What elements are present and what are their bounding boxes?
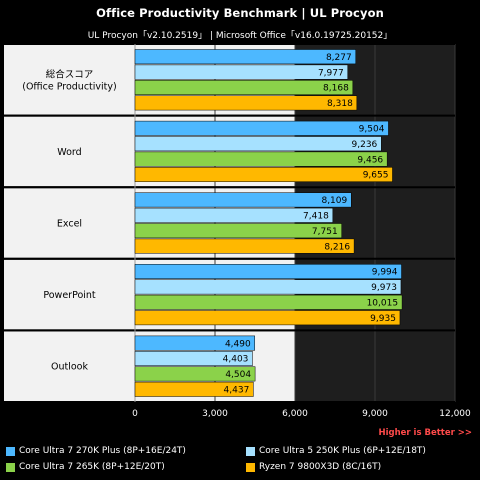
bar (134, 207, 334, 223)
data-label: 9,973 (371, 283, 397, 293)
bar (134, 80, 354, 95)
bar (134, 294, 403, 310)
data-label: 7,977 (318, 68, 344, 78)
legend-label: Core Ultra 5 250K Plus (6P+12E/18T) (259, 446, 426, 456)
data-label: 9,504 (359, 125, 385, 135)
data-label: 10,015 (367, 299, 399, 309)
category-label: PowerPoint (43, 290, 96, 301)
data-label: 7,418 (303, 212, 329, 222)
bar (134, 351, 253, 366)
bar (134, 64, 348, 80)
data-label: 9,456 (357, 155, 383, 165)
bar (134, 381, 254, 397)
bar (134, 151, 388, 167)
data-label: 9,935 (370, 314, 396, 324)
chart-subtitle: UL Procyon「v2.10.2519」 | Microsoft Offic… (87, 31, 393, 41)
bar (134, 264, 402, 279)
bar (134, 335, 255, 351)
data-label: 4,490 (225, 339, 251, 349)
x-tick-label: 6,000 (282, 409, 308, 419)
bar (134, 366, 256, 382)
data-label: 8,216 (324, 242, 350, 252)
bar (134, 310, 401, 326)
data-label: 9,994 (372, 268, 398, 278)
bar (134, 279, 402, 295)
category-panel (4, 331, 135, 401)
data-label: 4,437 (224, 386, 250, 396)
x-tick-label: 9,000 (362, 409, 388, 419)
category-panel (4, 188, 135, 258)
data-label: 4,403 (223, 355, 249, 365)
legend-item: Core Ultra 7 265K (8P+12E/20T) (6, 462, 165, 472)
legend-swatch (246, 446, 255, 456)
x-tick-label: 3,000 (202, 409, 228, 419)
legend-item: Core Ultra 5 250K Plus (6P+12E/18T) (246, 446, 426, 456)
category-label: Word (57, 147, 81, 158)
category-label: Outlook (51, 362, 88, 373)
data-label: 8,318 (327, 99, 353, 109)
data-label: 8,277 (326, 53, 352, 63)
data-label: 7,751 (312, 227, 338, 237)
bar (134, 223, 342, 239)
bar (134, 136, 382, 152)
data-label: 9,236 (352, 140, 378, 150)
legend-label: Core Ultra 7 265K (8P+12E/20T) (19, 462, 165, 472)
category-panel (4, 45, 135, 115)
legend-swatch (246, 462, 255, 472)
legend-item: Ryzen 7 9800X3D (8C/16T) (246, 462, 381, 472)
data-label: 8,109 (321, 196, 347, 206)
category-label: 総合スコア(Office Productivity) (22, 68, 116, 92)
legend-label: Ryzen 7 9800X3D (8C/16T) (259, 462, 382, 472)
x-tick-label: 0 (132, 409, 138, 419)
legend-item: Core Ultra 7 270K Plus (8P+16E/24T) (6, 446, 186, 456)
data-label: 9,655 (363, 171, 389, 181)
legend-swatch (6, 462, 15, 472)
data-label: 4,504 (225, 370, 251, 380)
chart-title: Office Productivity Benchmark | UL Procy… (96, 6, 384, 20)
bar (134, 238, 355, 254)
category-panel (4, 116, 135, 187)
data-label: 8,168 (323, 84, 349, 94)
x-tick-label: 12,000 (439, 409, 471, 419)
bar (134, 192, 352, 208)
bar (134, 95, 358, 111)
bar (134, 167, 393, 182)
category-panel (4, 259, 135, 330)
legend-label: Core Ultra 7 270K Plus (8P+16E/24T) (19, 446, 186, 456)
higher-is-better-note: Higher is Better >> (378, 428, 472, 438)
bar (134, 120, 389, 136)
bar (134, 49, 356, 65)
category-label: Excel (57, 219, 82, 230)
legend-swatch (6, 446, 15, 456)
